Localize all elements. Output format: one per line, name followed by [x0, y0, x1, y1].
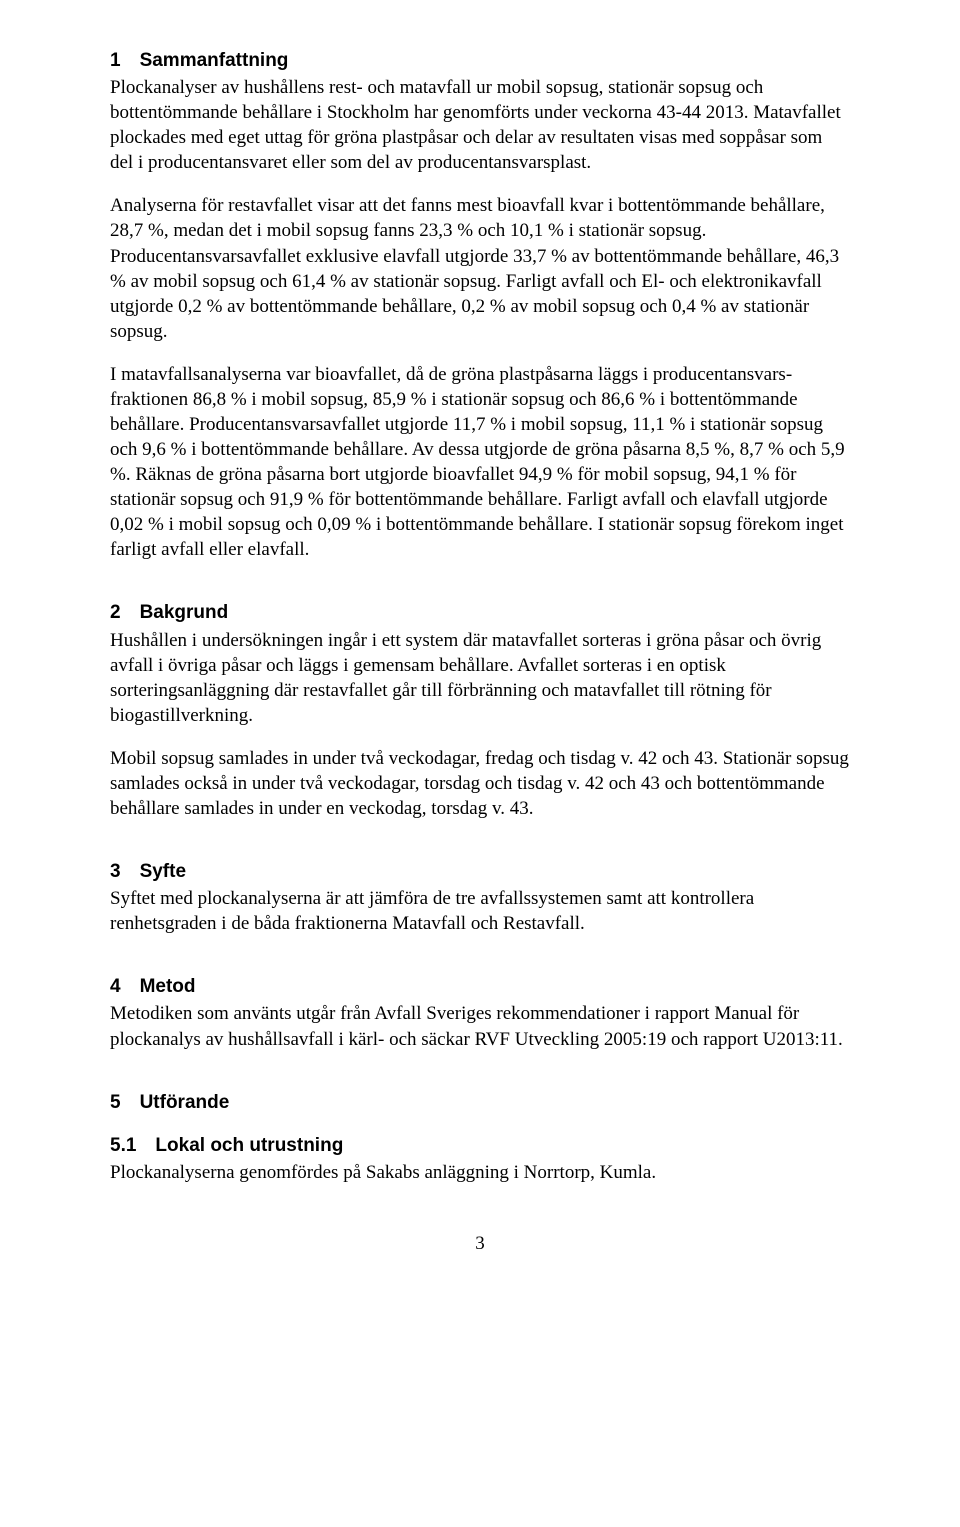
- section-1-heading: 1 Sammanfattning: [110, 48, 850, 73]
- section-1-paragraph: I matavfallsanalyserna var bioavfallet, …: [110, 362, 850, 563]
- section-4-heading: 4 Metod: [110, 974, 850, 999]
- section-2: 2 Bakgrund Hushållen i undersökningen in…: [110, 600, 850, 821]
- section-2-heading: 2 Bakgrund: [110, 600, 850, 625]
- section-3: 3 Syfte Syftet med plockanalyserna är at…: [110, 859, 850, 936]
- section-5-1-paragraph: Plockanalyserna genomfördes på Sakabs an…: [110, 1160, 850, 1185]
- section-2-paragraph: Mobil sopsug samlades in under två vecko…: [110, 746, 850, 821]
- section-5-heading: 5 Utförande: [110, 1090, 850, 1115]
- section-5-1-heading: 5.1 Lokal och utrustning: [110, 1133, 850, 1158]
- section-5: 5 Utförande 5.1 Lokal och utrustning Plo…: [110, 1090, 850, 1185]
- section-2-paragraph: Hushållen i undersökningen ingår i ett s…: [110, 628, 850, 728]
- section-1: 1 Sammanfattning Plockanalyser av hushål…: [110, 48, 850, 562]
- section-1-paragraph: Plockanalyser av hushållens rest- och ma…: [110, 75, 850, 175]
- section-3-paragraph: Syftet med plockanalyserna är att jämför…: [110, 886, 850, 936]
- section-3-heading: 3 Syfte: [110, 859, 850, 884]
- page-number: 3: [110, 1231, 850, 1256]
- document-page: 1 Sammanfattning Plockanalyser av hushål…: [0, 0, 960, 1296]
- section-4-paragraph: Metodiken som använts utgår från Avfall …: [110, 1001, 850, 1051]
- section-1-paragraph: Analyserna för restavfallet visar att de…: [110, 193, 850, 343]
- section-4: 4 Metod Metodiken som använts utgår från…: [110, 974, 850, 1051]
